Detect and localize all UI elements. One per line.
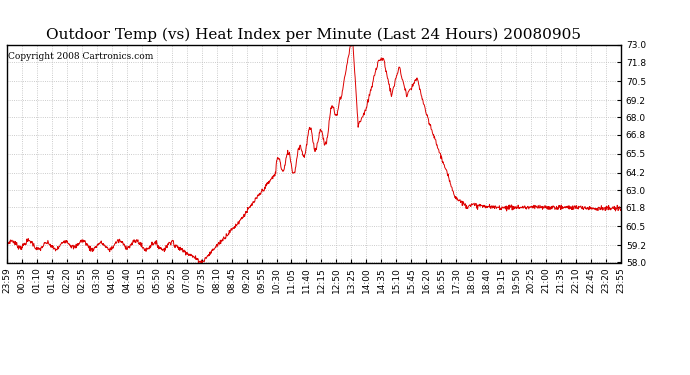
Text: Copyright 2008 Cartronics.com: Copyright 2008 Cartronics.com [8, 51, 153, 60]
Title: Outdoor Temp (vs) Heat Index per Minute (Last 24 Hours) 20080905: Outdoor Temp (vs) Heat Index per Minute … [46, 28, 582, 42]
